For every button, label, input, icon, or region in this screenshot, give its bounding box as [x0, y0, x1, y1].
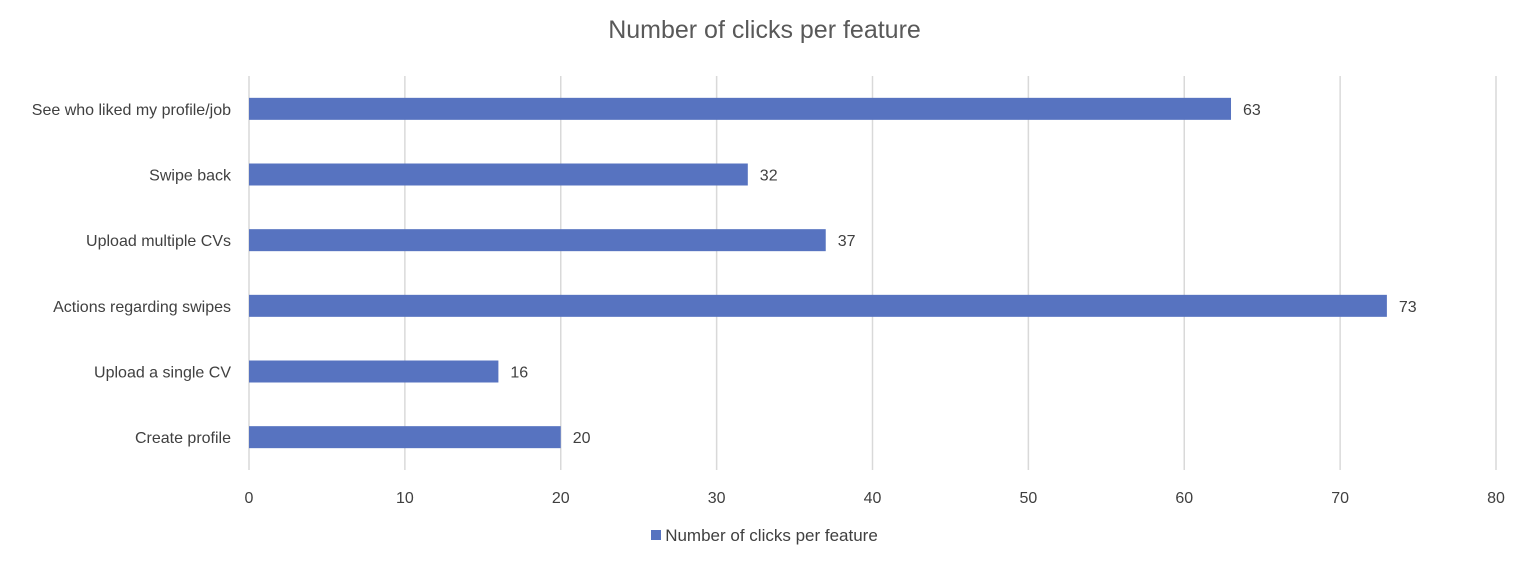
x-tick-label: 0: [245, 490, 254, 507]
category-label: Upload multiple CVs: [86, 233, 231, 250]
data-label: 37: [838, 233, 856, 250]
category-label: See who liked my profile/job: [32, 102, 231, 119]
bar: [249, 426, 561, 449]
bar: [249, 294, 1387, 317]
x-tick-label: 70: [1331, 490, 1349, 507]
bars: [249, 97, 1387, 449]
category-label: Upload a single CV: [94, 365, 231, 382]
category-label: Swipe back: [149, 168, 232, 185]
legend-swatch: [651, 529, 662, 540]
data-label: 73: [1399, 299, 1417, 316]
x-tick-label: 60: [1175, 490, 1193, 507]
bar: [249, 229, 826, 252]
labels: 0 10 20 30 40 50 60 70 80 See who liked my profil…: [32, 102, 1505, 507]
bar: [249, 163, 748, 186]
data-label: 16: [510, 365, 528, 382]
category-label: Create profile: [135, 430, 231, 447]
data-label: 20: [573, 430, 591, 447]
x-tick-label: 20: [552, 490, 570, 507]
x-tick-label: 30: [708, 490, 726, 507]
data-label: 63: [1243, 102, 1261, 119]
category-label: Actions regarding swipes: [53, 299, 231, 316]
x-tick-label: 50: [1019, 490, 1037, 507]
legend-label: Number of clicks per feature: [665, 526, 878, 545]
x-tick-label: 40: [864, 490, 882, 507]
x-tick-label: 10: [396, 490, 414, 507]
bar: [249, 97, 1232, 120]
x-tick-label: 80: [1487, 490, 1505, 507]
legend: Number of clicks per feature: [0, 526, 1529, 546]
bar: [249, 360, 499, 383]
data-label: 32: [760, 168, 778, 185]
gridlines: [248, 76, 1497, 470]
chart-title: Number of clicks per feature: [608, 16, 921, 44]
